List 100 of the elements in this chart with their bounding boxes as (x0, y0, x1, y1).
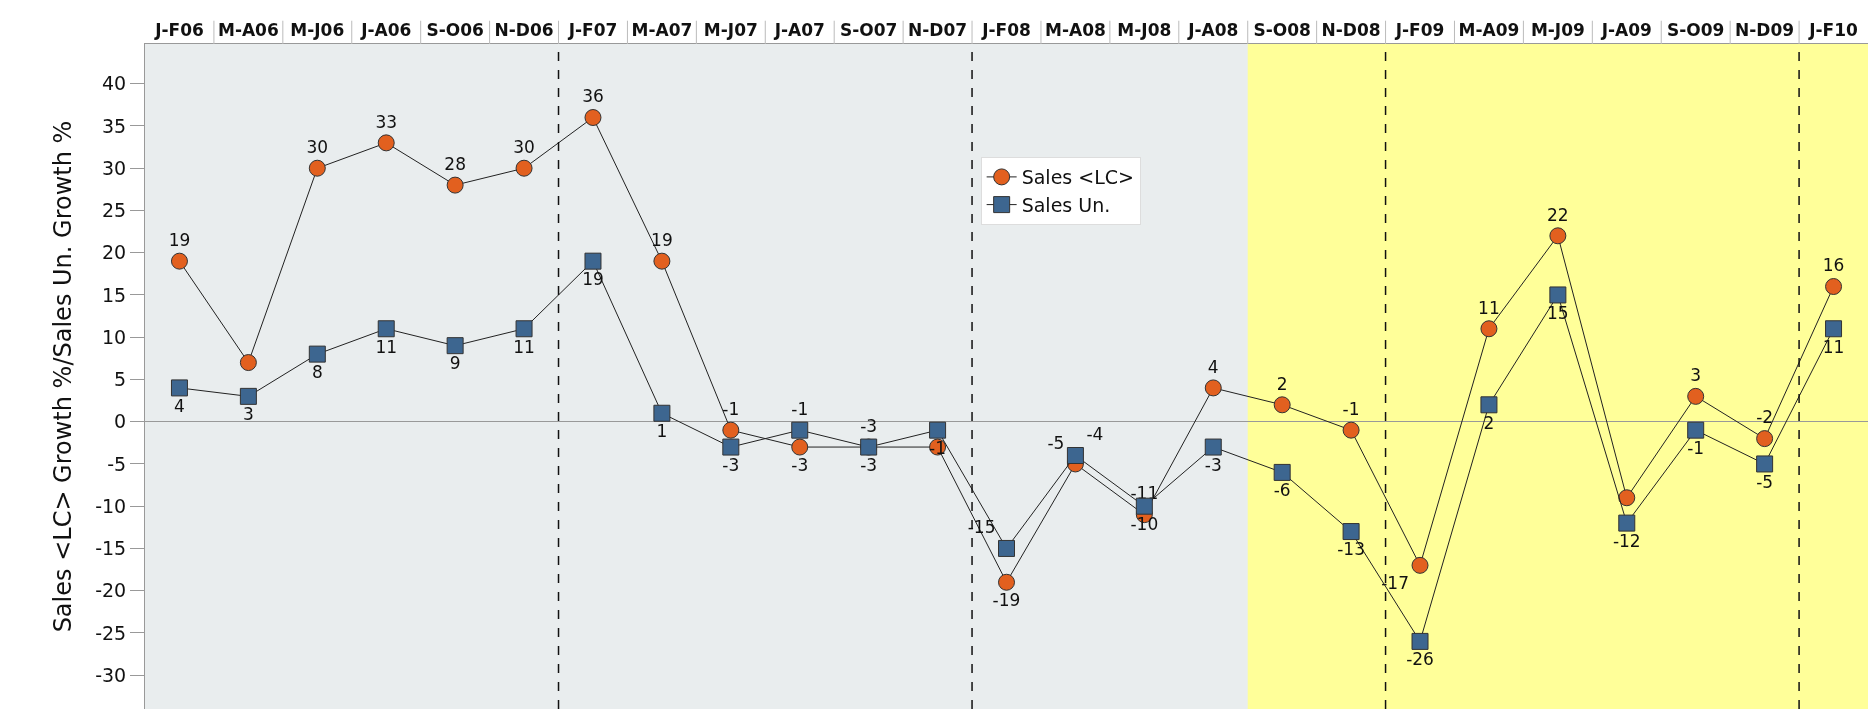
point (1480, 396, 1498, 414)
point (377, 320, 395, 338)
data-label: -3 (860, 415, 878, 436)
data-label: -1 (722, 398, 740, 419)
data-label: -11 (1130, 483, 1159, 504)
x-tick-label: J-F08 (981, 20, 1031, 41)
data-label: 28 (444, 153, 466, 174)
data-label: -6 (1273, 480, 1291, 501)
x-tick-label: N-D09 (1735, 20, 1795, 41)
point (515, 159, 533, 177)
y-tick-label: 10 (102, 325, 127, 348)
point (446, 337, 464, 355)
data-label: -1 (1342, 398, 1360, 419)
x-tick-label: M-J08 (1117, 20, 1172, 41)
y-tick-label: 30 (102, 156, 127, 179)
data-label: 4 (1207, 356, 1219, 377)
point (1204, 379, 1222, 397)
x-tick-label: J-F06 (154, 20, 204, 41)
y-tick-label: -15 (95, 537, 127, 560)
point (1756, 455, 1774, 473)
data-label: 8 (311, 361, 323, 382)
data-label: -3 (860, 454, 878, 475)
data-label: 30 (513, 136, 535, 157)
point (584, 109, 602, 126)
legend-label: Sales Un. (1021, 194, 1111, 217)
data-label: 2 (1483, 412, 1495, 433)
point (239, 354, 257, 372)
data-label: -17 (1381, 573, 1410, 594)
x-tick-label: M-J09 (1530, 20, 1585, 41)
point (1756, 430, 1774, 448)
point (1687, 387, 1705, 405)
point (1687, 421, 1705, 439)
x-tick-label: J-A06 (360, 20, 412, 41)
x-tick-label: N-D08 (1321, 20, 1381, 41)
x-tick-label: N-D07 (908, 20, 968, 41)
y-tick-label: 5 (114, 368, 127, 391)
y-tick-label: -25 (95, 621, 127, 644)
y-tick-label: -20 (95, 579, 127, 602)
data-label: -5 (1756, 471, 1774, 492)
data-label: -3 (791, 454, 809, 475)
data-label: 19 (651, 229, 673, 250)
point (722, 421, 740, 439)
data-label: 11 (375, 336, 398, 357)
point (1411, 632, 1429, 650)
x-tick-label: J-F09 (1394, 20, 1445, 41)
point (1618, 489, 1636, 507)
x-tick-label: M-A07 (631, 20, 693, 41)
point (446, 176, 464, 194)
x-tick-label: S-O09 (1666, 20, 1725, 41)
point (722, 438, 740, 456)
point (1273, 396, 1291, 414)
data-label: 19 (168, 229, 191, 250)
data-label: 3 (242, 404, 254, 425)
point (170, 252, 188, 270)
y-tick-label: -30 (95, 663, 127, 686)
data-label: 16 (1822, 255, 1845, 276)
data-label: -3 (722, 454, 740, 475)
point (308, 345, 326, 363)
x-tick-label: N-D06 (494, 20, 554, 41)
data-label: -10 (1130, 513, 1159, 534)
x-tick-label: J-A08 (1187, 20, 1239, 41)
point (791, 438, 809, 456)
point (170, 379, 188, 397)
point (515, 320, 533, 338)
data-label: -13 (1337, 539, 1365, 560)
y-tick-label: 35 (102, 114, 127, 137)
legend-label: Sales <LC> (1021, 166, 1134, 189)
data-label: -12 (1612, 530, 1641, 551)
point (1342, 421, 1360, 439)
y-tick-label: 25 (102, 199, 127, 222)
data-label: 36 (582, 86, 604, 107)
y-tick-label: 20 (102, 241, 127, 264)
x-tick-label: J-A07 (773, 20, 825, 41)
point (1549, 286, 1567, 304)
data-label: -5 (1047, 432, 1065, 453)
x-tick-label: S-O07 (839, 20, 898, 41)
x-tick-label: M-J06 (290, 20, 345, 41)
x-tick-label: M-A06 (217, 20, 279, 41)
x-tick-label: M-A09 (1458, 20, 1520, 41)
data-label: -4 (1086, 424, 1104, 445)
point (653, 252, 671, 270)
y-axis-title: Sales <LC> Growth %/Sales Un. Growth % (49, 120, 78, 633)
data-label: -3 (1204, 454, 1222, 475)
data-label: 2 (1276, 373, 1288, 394)
point (1825, 278, 1843, 295)
data-label: -1 (929, 437, 947, 458)
data-label: -26 (1406, 649, 1434, 670)
point (653, 404, 671, 422)
point (584, 252, 602, 270)
point (1204, 438, 1222, 456)
data-label: 1 (656, 421, 668, 442)
point (998, 539, 1015, 557)
y-tick-label: 40 (102, 72, 127, 95)
data-label: -1 (1687, 437, 1705, 458)
point (1480, 320, 1498, 338)
y-tick-label: -10 (95, 494, 127, 517)
point (377, 134, 395, 152)
x-tick-label: J-F10 (1808, 20, 1859, 41)
data-label: 30 (306, 136, 329, 157)
point (1618, 514, 1636, 532)
